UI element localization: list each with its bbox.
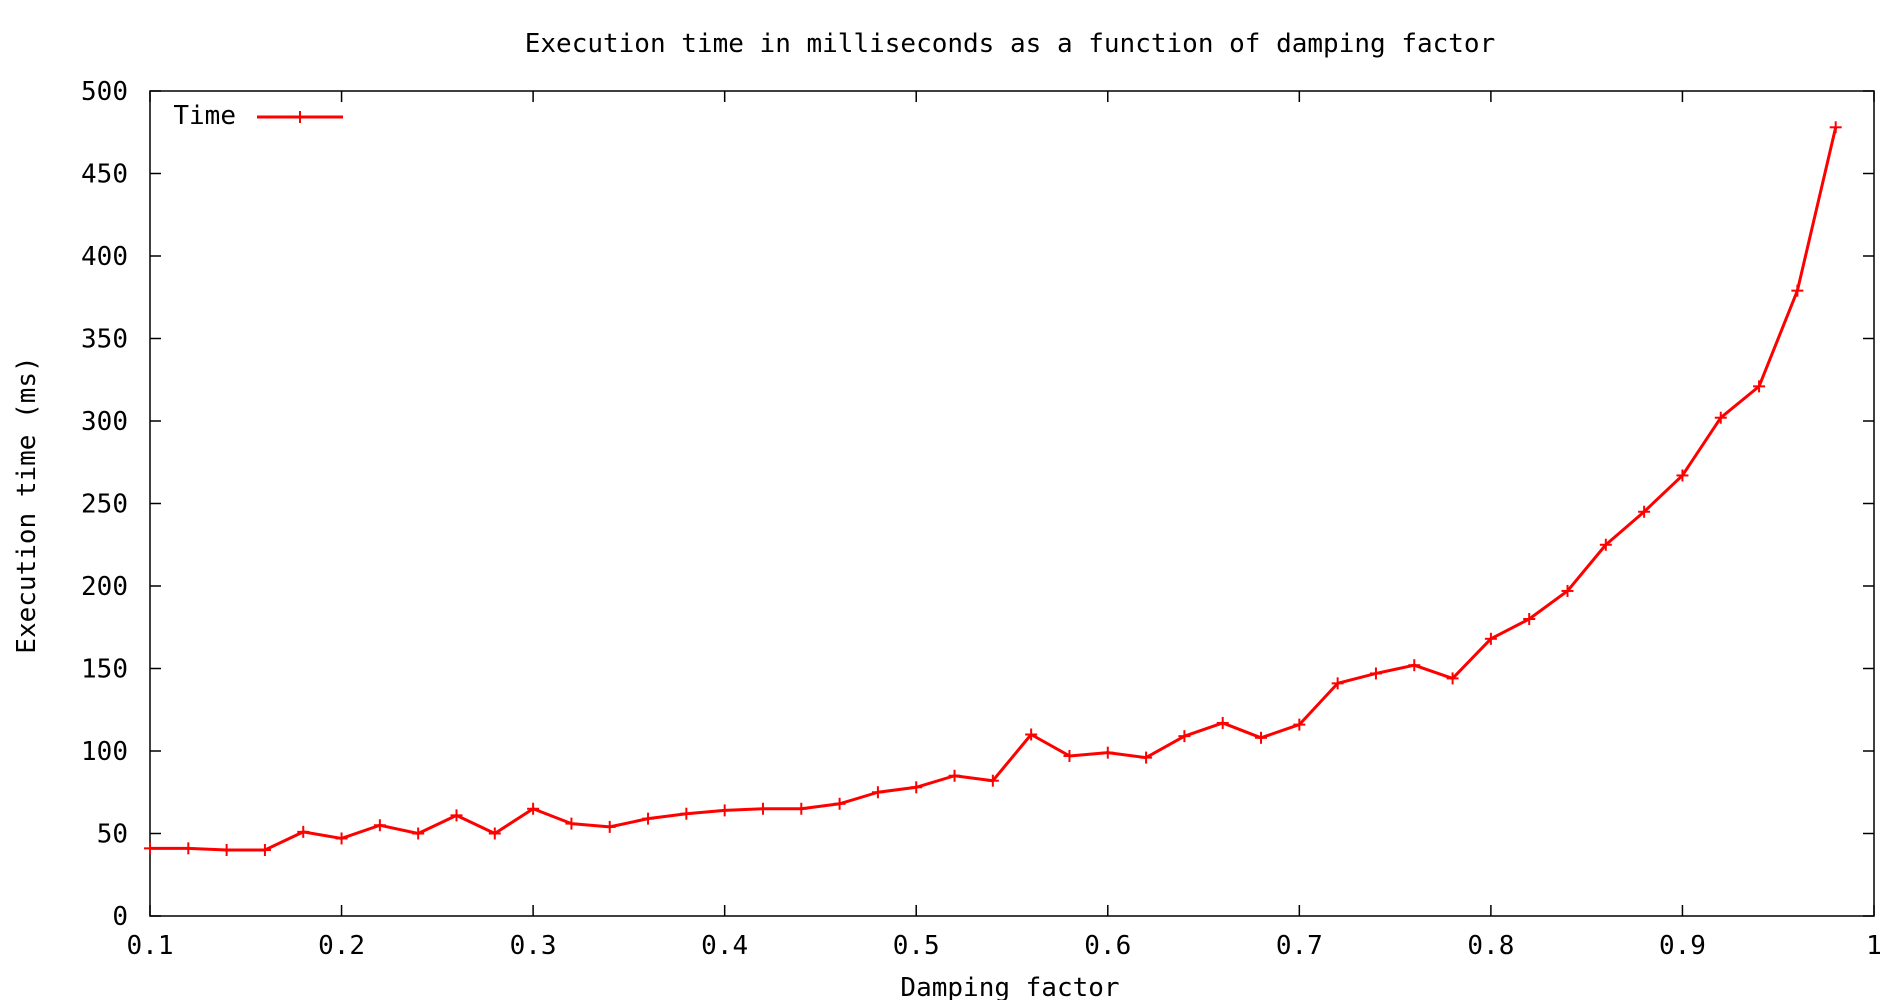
data-point — [297, 825, 310, 838]
x-tick-label: 1 — [1866, 931, 1882, 961]
data-point — [1791, 284, 1804, 297]
legend: Time — [173, 101, 343, 131]
data-point — [910, 781, 923, 794]
y-tick-label: 500 — [81, 77, 128, 107]
y-tick-label: 450 — [81, 160, 128, 190]
data-point — [1638, 505, 1651, 518]
data-point — [986, 774, 999, 787]
data-point — [833, 797, 846, 810]
y-tick-label: 250 — [81, 490, 128, 520]
data-point — [1178, 730, 1191, 743]
data-point — [1063, 749, 1076, 762]
data-point — [565, 817, 578, 830]
plot-frame — [149, 90, 1875, 917]
data-point — [1599, 538, 1612, 551]
y-tick-label: 400 — [81, 242, 128, 272]
data-point — [1101, 746, 1114, 759]
data-point — [871, 786, 884, 799]
data-point — [373, 819, 386, 832]
x-tick-label: 0.6 — [1084, 931, 1131, 961]
data-point — [1255, 731, 1268, 744]
x-tick-label: 0.8 — [1467, 931, 1514, 961]
y-tick-label: 350 — [81, 325, 128, 355]
y-tick-label: 0 — [112, 902, 128, 932]
axis-ticks — [149, 90, 1875, 917]
data-point — [1829, 121, 1842, 134]
series-line-time — [150, 126, 1838, 852]
data-point — [1523, 613, 1536, 625]
data-point — [948, 769, 961, 782]
data-point — [488, 827, 501, 840]
series-layer — [144, 121, 1842, 856]
data-point — [1293, 718, 1306, 731]
data-point — [603, 820, 616, 833]
data-point — [795, 802, 808, 815]
data-point — [1753, 380, 1766, 393]
data-point — [450, 809, 463, 822]
data-point — [1484, 632, 1497, 645]
data-point — [412, 827, 425, 840]
data-point — [1408, 659, 1421, 672]
data-point — [680, 807, 693, 820]
x-tick-label: 0.4 — [701, 931, 748, 961]
tick-labels: 0.1 0.2 0.3 0.4 0.5 0.6 0.7 0.8 0.9 1 0 50 100 150 200… — [81, 77, 1882, 961]
x-tick-label: 0.1 — [127, 931, 174, 961]
y-tick-label: 150 — [81, 655, 128, 685]
data-point — [1714, 411, 1727, 424]
data-point — [182, 842, 195, 855]
x-axis-label: Damping factor — [900, 973, 1119, 1000]
data-point — [335, 832, 348, 845]
data-point — [718, 804, 731, 817]
data-point — [258, 844, 271, 856]
x-tick-label: 0.2 — [318, 931, 365, 961]
data-point — [1446, 672, 1459, 685]
x-tick-label: 0.9 — [1659, 931, 1706, 961]
legend-marker-time — [294, 111, 306, 123]
data-point — [144, 842, 156, 855]
data-point — [1140, 751, 1153, 764]
data-point — [642, 812, 655, 825]
data-point — [1369, 667, 1382, 680]
data-point — [1676, 469, 1689, 482]
data-point — [527, 802, 540, 815]
x-tick-label: 0.3 — [510, 931, 557, 961]
data-point — [756, 802, 769, 815]
data-point — [220, 844, 233, 856]
y-tick-label: 50 — [97, 820, 128, 850]
y-tick-label: 100 — [81, 737, 128, 767]
legend-label-time: Time — [173, 101, 236, 131]
data-point — [1331, 677, 1344, 690]
x-tick-label: 0.7 — [1276, 931, 1323, 961]
data-point — [1025, 728, 1038, 741]
y-tick-label: 300 — [81, 407, 128, 437]
x-tick-label: 0.5 — [893, 931, 940, 961]
data-point — [1216, 716, 1229, 729]
y-tick-label: 200 — [81, 572, 128, 602]
data-point — [1561, 584, 1574, 597]
y-axis-label: Execution time (ms) — [12, 356, 42, 653]
chart-title: Execution time in milliseconds as a func… — [525, 29, 1496, 59]
